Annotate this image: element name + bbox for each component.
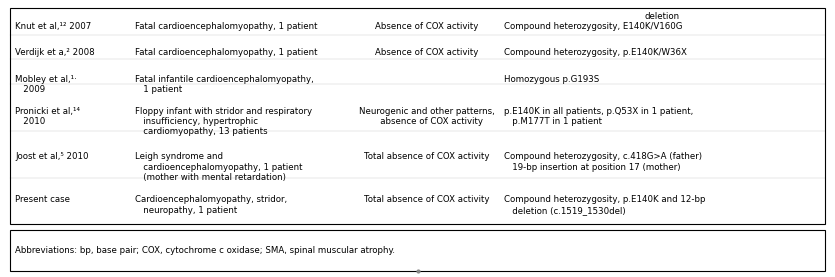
Text: Leigh syndrome and
   cardioencephalomyopathy, 1 patient
   (mother with mental : Leigh syndrome and cardioencephalomyopat… [135,152,303,182]
Text: Fatal cardioencephalomyopathy, 1 patient: Fatal cardioencephalomyopathy, 1 patient [135,48,318,57]
Text: Compound heterozygosity, E140K/V160G: Compound heterozygosity, E140K/V160G [504,22,683,31]
Text: Compound heterozygosity, p.E140K and 12-bp
   deletion (c.1519_1530del): Compound heterozygosity, p.E140K and 12-… [504,195,706,215]
Text: Mobley et al,¹·
   2009: Mobley et al,¹· 2009 [15,75,77,94]
Text: Knut et al,¹² 2007: Knut et al,¹² 2007 [15,22,91,31]
Text: Compound heterozygosity, c.418G>A (father)
   19-bp insertion at position 17 (mo: Compound heterozygosity, c.418G>A (fathe… [504,152,702,172]
Text: Total absence of COX activity: Total absence of COX activity [364,152,490,161]
Text: Absence of COX activity: Absence of COX activity [376,22,478,31]
Text: Absence of COX activity: Absence of COX activity [376,48,478,57]
Text: Cardioencephalomyopathy, stridor,
   neuropathy, 1 patient: Cardioencephalomyopathy, stridor, neurop… [135,195,287,215]
Text: Homozygous p.G193S: Homozygous p.G193S [504,75,600,84]
Text: Joost et al,⁵ 2010: Joost et al,⁵ 2010 [15,152,89,161]
Text: Total absence of COX activity: Total absence of COX activity [364,195,490,204]
Text: Neurogenic and other patterns,
   absence of COX activity: Neurogenic and other patterns, absence o… [359,107,495,126]
Text: Pronicki et al,¹⁴
   2010: Pronicki et al,¹⁴ 2010 [15,107,80,126]
Text: Fatal infantile cardioencephalomyopathy,
   1 patient: Fatal infantile cardioencephalomyopathy,… [135,75,314,94]
Text: Fatal cardioencephalomyopathy, 1 patient: Fatal cardioencephalomyopathy, 1 patient [135,22,318,31]
Text: Present case: Present case [15,195,70,204]
Text: deletion: deletion [645,12,680,21]
Text: Floppy infant with stridor and respiratory
   insufficiency, hypertrophic
   car: Floppy infant with stridor and respirato… [135,107,312,137]
Text: p.E140K in all patients, p.Q53X in 1 patient,
   p.M177T in 1 patient: p.E140K in all patients, p.Q53X in 1 pat… [504,107,694,126]
Text: Compound heterozygosity, p.E140K/W36X: Compound heterozygosity, p.E140K/W36X [504,48,687,57]
Text: Abbreviations: bp, base pair; COX, cytochrome c oxidase; SMA, spinal muscular at: Abbreviations: bp, base pair; COX, cytoc… [15,246,395,255]
Text: Verdijk et a,² 2008: Verdijk et a,² 2008 [15,48,94,57]
